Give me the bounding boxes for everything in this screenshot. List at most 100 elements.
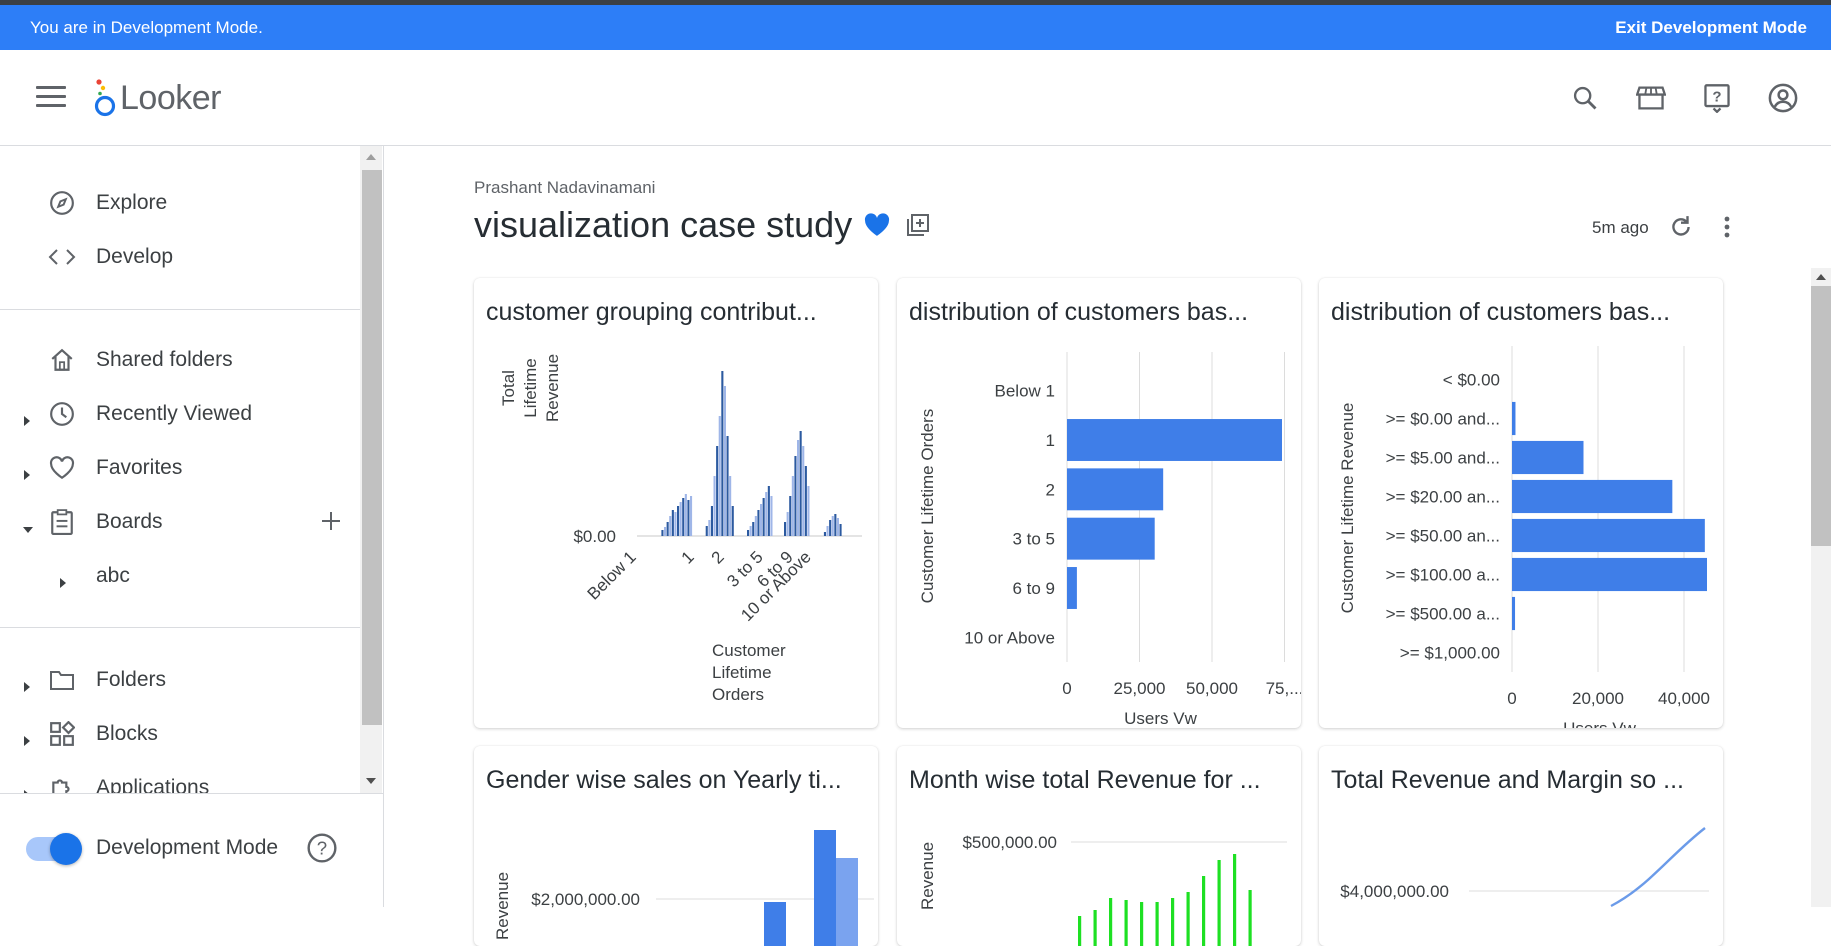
- sidebar-item-recently-viewed[interactable]: Recently Viewed: [0, 392, 360, 436]
- sidebar-item-label: Boards: [96, 510, 163, 533]
- bar: [791, 476, 794, 536]
- marketplace-icon[interactable]: [1633, 80, 1669, 116]
- bar: [1512, 596, 1516, 631]
- sidebar-item-boards[interactable]: Boards: [0, 500, 360, 544]
- svg-text:?: ?: [317, 838, 327, 859]
- x-axis-label: Users Vw: [1124, 709, 1197, 728]
- sidebar-item-label: Favorites: [96, 456, 183, 479]
- bar: [760, 504, 763, 536]
- bar: [731, 506, 734, 536]
- y-tick-label: >= $0.00 and...: [1386, 410, 1500, 429]
- y-tick-label: >= $100.00 a...: [1386, 566, 1500, 585]
- sidebar-item-develop[interactable]: Develop: [0, 235, 360, 279]
- bar: [799, 431, 802, 536]
- folder-icon: [48, 666, 76, 694]
- chart-users-by-revenue: 0 20,000 40,000 < $0.00 >= $0.00 and... >= $5…: [1338, 346, 1710, 728]
- bar: [762, 498, 765, 536]
- more-options-icon[interactable]: [1723, 214, 1731, 245]
- tile-distribution-revenue[interactable]: distribution of customers bas... 0 20,000…: [1319, 278, 1723, 728]
- help-circle-icon[interactable]: ?: [306, 832, 338, 864]
- bar: [836, 858, 858, 946]
- caret-right-icon[interactable]: [22, 463, 32, 480]
- y-tick-label: 1: [1046, 431, 1055, 450]
- dashboard-owner: Prashant Nadavinamani: [474, 178, 656, 197]
- y-tick-label: $0.00: [573, 527, 616, 546]
- bar: [747, 530, 750, 536]
- y-tick-label: $500,000.00: [962, 833, 1057, 852]
- add-to-board-icon[interactable]: [906, 213, 930, 242]
- bar: [765, 492, 768, 536]
- bar: [764, 902, 786, 946]
- bar: [1202, 876, 1206, 946]
- bar: [1093, 910, 1097, 946]
- tile-month-revenue[interactable]: Month wise total Revenue for ... $500,00…: [897, 746, 1301, 946]
- x-tick-label: 75,...: [1266, 679, 1301, 698]
- bar: [1248, 890, 1252, 946]
- caret-right-icon[interactable]: [22, 783, 32, 793]
- x-axis-label: Customer Lifetime Orders: [712, 641, 786, 704]
- main-scroll-up-arrow-icon[interactable]: [1815, 272, 1827, 282]
- sidebar-item-board-abc[interactable]: abc: [0, 554, 360, 598]
- bar: [1155, 902, 1159, 946]
- y-tick-label: 3 to 5: [1012, 530, 1055, 549]
- tile-distribution-orders[interactable]: distribution of customers bas... 0 25,000…: [897, 278, 1301, 728]
- bar: [823, 532, 826, 536]
- sidebar-item-explore[interactable]: Explore: [0, 181, 360, 225]
- caret-down-icon[interactable]: [22, 517, 33, 533]
- help-icon[interactable]: ?: [1699, 80, 1735, 116]
- caret-right-icon[interactable]: [22, 409, 32, 426]
- exit-dev-mode-link[interactable]: Exit Development Mode: [1615, 17, 1807, 37]
- y-axis-label: Revenue: [493, 872, 512, 940]
- menu-icon[interactable]: [36, 86, 66, 108]
- chart-gender-sales: $2,000,000.00 Revenue: [493, 830, 874, 946]
- x-tick-label: 0: [1062, 679, 1071, 698]
- scroll-down-arrow-icon[interactable]: [364, 776, 378, 786]
- sidebar-item-folders[interactable]: Folders: [0, 658, 360, 702]
- bar: [839, 524, 842, 536]
- favorite-heart-icon[interactable]: [864, 213, 890, 242]
- refresh-icon[interactable]: [1668, 214, 1694, 245]
- main-scrollbar-thumb[interactable]: [1811, 286, 1831, 546]
- bar: [723, 386, 726, 536]
- compass-icon: [48, 189, 76, 217]
- tile-title: distribution of customers bas...: [1331, 298, 1671, 326]
- dev-mode-label: Development Mode: [96, 836, 279, 859]
- account-icon[interactable]: [1765, 80, 1801, 116]
- bar: [1171, 898, 1175, 946]
- sidebar-item-label: Blocks: [96, 722, 158, 745]
- dev-mode-footer: Development Mode ?: [0, 793, 383, 907]
- chart-revenue-margin: $4,000,000.00: [1340, 827, 1709, 908]
- sidebar-item-favorites[interactable]: Favorites: [0, 446, 360, 490]
- x-tick-label: 1: [678, 547, 698, 567]
- caret-right-icon[interactable]: [58, 571, 68, 588]
- tile-title: customer grouping contribut...: [486, 298, 817, 326]
- scroll-up-arrow-icon[interactable]: [364, 152, 378, 162]
- tile-customer-grouping[interactable]: customer grouping contribut... $0.00 Tota…: [474, 278, 878, 728]
- y-tick-label: >= $1,000.00: [1400, 644, 1500, 663]
- bar: [829, 520, 832, 536]
- sidebar-item-label: Folders: [96, 668, 167, 691]
- bar: [710, 506, 713, 536]
- y-tick-label: $2,000,000.00: [531, 890, 640, 909]
- caret-right-icon[interactable]: [22, 729, 32, 746]
- y-tick-label: >= $50.00 an...: [1386, 527, 1500, 546]
- y-tick-label: < $0.00: [1443, 371, 1500, 390]
- sidebar-item-label: Explore: [96, 191, 168, 214]
- caret-right-icon[interactable]: [22, 675, 32, 692]
- x-tick-label: 40,000: [1658, 689, 1710, 708]
- sidebar-item-blocks[interactable]: Blocks: [0, 712, 360, 756]
- x-tick-label: Below 1: [584, 547, 640, 603]
- y-tick-label: $4,000,000.00: [1340, 882, 1449, 901]
- looker-logo-icon: [94, 79, 116, 117]
- sidebar-item-applications[interactable]: Applications: [0, 766, 360, 793]
- dev-mode-toggle[interactable]: [26, 833, 82, 865]
- looker-logo[interactable]: Looker: [94, 78, 221, 118]
- tile-gender-sales[interactable]: Gender wise sales on Yearly ti... $2,000…: [474, 746, 878, 946]
- sidebar-item-shared-folders[interactable]: Shared folders: [0, 338, 360, 382]
- bar: [1140, 902, 1144, 946]
- sidebar-scrollbar-thumb[interactable]: [362, 170, 382, 725]
- add-board-icon[interactable]: [320, 510, 342, 538]
- search-icon[interactable]: [1567, 80, 1603, 116]
- tile-revenue-margin[interactable]: Total Revenue and Margin so ... $4,000,0…: [1319, 746, 1723, 946]
- y-axis-label: Total Lifetime Revenue: [499, 354, 562, 422]
